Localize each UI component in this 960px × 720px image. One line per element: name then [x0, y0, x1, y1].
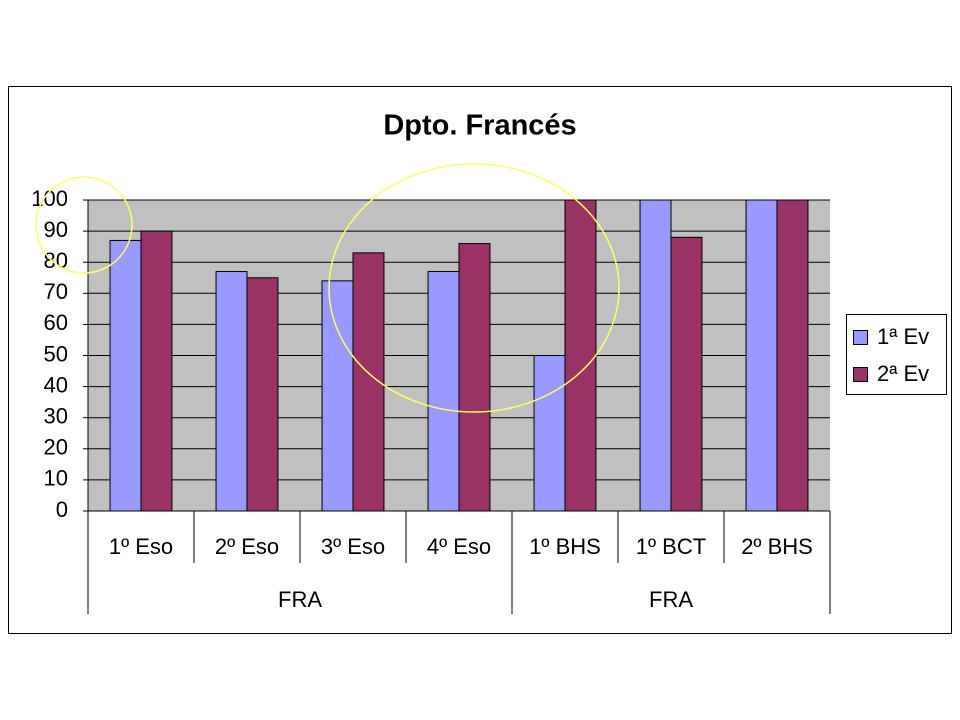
x-tick-label: 1º BHS	[529, 534, 601, 559]
x-tick-label: 2º BHS	[741, 534, 813, 559]
y-tick-label: 40	[44, 372, 68, 397]
group-label: FRA	[649, 587, 693, 612]
y-tick-label: 30	[44, 404, 68, 429]
chart-title: Dpto. Francés	[383, 110, 576, 142]
y-tick-label: 0	[56, 497, 68, 522]
group-label: FRA	[278, 587, 322, 612]
y-tick-label: 70	[44, 279, 68, 304]
bar	[458, 243, 491, 512]
y-tick-label: 100	[31, 186, 68, 211]
legend-label: 2ª Ev	[877, 361, 929, 386]
bar	[564, 199, 597, 512]
bar	[776, 199, 809, 512]
bar	[533, 355, 566, 512]
x-tick-label: 1º Eso	[109, 534, 173, 559]
annotation-circle	[328, 163, 620, 413]
annotation-circle	[35, 176, 133, 274]
legend-label: 1ª Ev	[877, 324, 929, 349]
bar	[745, 199, 778, 512]
y-tick-label: 90	[44, 217, 68, 242]
legend-swatch	[853, 367, 868, 382]
legend-swatch	[853, 330, 868, 345]
x-tick-label: 1º BCT	[636, 534, 706, 559]
bar	[639, 199, 672, 512]
bar	[109, 239, 142, 512]
bar	[246, 277, 279, 512]
x-tick-label: 4º Eso	[427, 534, 491, 559]
bar	[321, 280, 354, 512]
bar	[140, 230, 173, 512]
x-tick-label: 3º Eso	[321, 534, 385, 559]
y-tick-label: 20	[44, 435, 68, 460]
y-tick-label: 10	[44, 466, 68, 491]
bar	[670, 236, 703, 512]
y-tick-label: 60	[44, 310, 68, 335]
bar	[215, 271, 248, 512]
x-tick-label: 2º Eso	[215, 534, 279, 559]
bar	[427, 271, 460, 512]
y-tick-label: 50	[44, 341, 68, 366]
